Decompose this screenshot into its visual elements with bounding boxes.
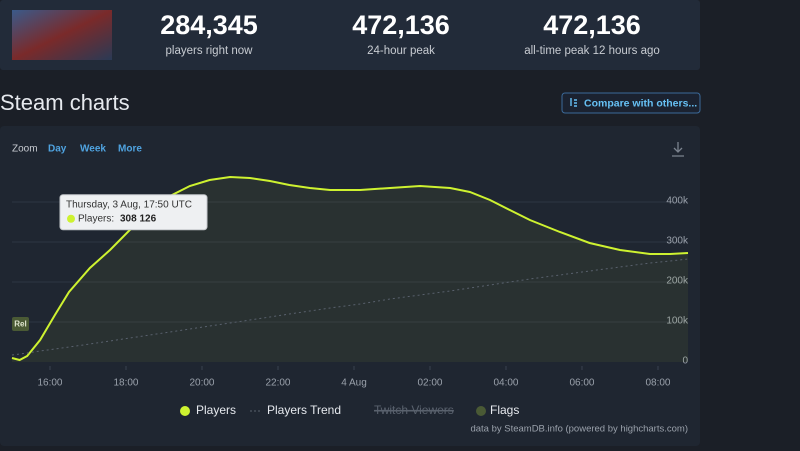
legend-label: Flags <box>490 403 519 417</box>
x-tick-label: 18:00 <box>113 378 138 389</box>
x-tick-label: 4 Aug <box>341 378 367 389</box>
tooltip: Thursday, 3 Aug, 17:50 UTC Players: 308 12… <box>59 194 208 231</box>
zoom-option[interactable]: More <box>118 144 142 155</box>
stat-caption: 24-hour peak <box>367 45 435 57</box>
zoom-label: Zoom <box>12 144 38 155</box>
stat-caption: players right now <box>166 45 254 57</box>
x-tick-label: 22:00 <box>265 378 290 389</box>
tooltip-series: Players: <box>78 213 114 224</box>
tooltip-value: 308 126 <box>120 213 157 224</box>
download-icon[interactable] <box>672 142 684 157</box>
series-line <box>11 175 689 362</box>
stat-value: 472,136 <box>352 10 450 40</box>
game-image <box>12 10 112 60</box>
compare-button[interactable]: Compare with others... <box>561 92 701 114</box>
x-tick-label: 06:00 <box>569 378 594 389</box>
x-tick-label: 16:00 <box>37 378 62 389</box>
x-tick-label: 08:00 <box>645 378 670 389</box>
legend-label: Players Trend <box>267 403 341 417</box>
tooltip-dot <box>67 214 75 223</box>
y-tick-label: 200k <box>666 276 689 287</box>
legend-swatch <box>476 406 486 416</box>
flag-box <box>12 317 29 331</box>
stats-panel <box>0 0 700 70</box>
x-tick-label: 04:00 <box>493 378 518 389</box>
legend-swatch <box>180 406 190 416</box>
x-tick-label: 20:00 <box>189 378 214 389</box>
stat-value: 284,345 <box>160 10 258 40</box>
stat-caption: all-time peak 12 hours ago <box>524 45 660 57</box>
credit: data by SteamDB.info (powered by highcha… <box>470 424 688 435</box>
button-label: Compare with others... <box>584 97 697 109</box>
tooltip-title: Thursday, 3 Aug, 17:50 UTC <box>66 199 192 210</box>
series-line <box>11 258 689 356</box>
legend-label: Twitch Viewers <box>374 403 454 417</box>
legend-label: Players <box>196 403 236 417</box>
section-title: Steam charts <box>0 90 130 115</box>
y-tick-label: 300k <box>666 236 689 247</box>
zoom-option[interactable]: Week <box>80 144 106 155</box>
stat-value: 472,136 <box>543 10 641 40</box>
zoom-option[interactable]: Day <box>48 144 67 155</box>
tooltip-box <box>59 194 208 231</box>
legend: Players Players Trend Twitch Viewers Flags <box>180 403 519 417</box>
y-tick-label: 0 <box>682 356 688 367</box>
y-tick-label: 400k <box>666 196 689 207</box>
x-tick-label: 02:00 <box>417 378 442 389</box>
y-tick-label: 100k <box>666 316 689 327</box>
flag-label: Rel <box>14 320 26 329</box>
